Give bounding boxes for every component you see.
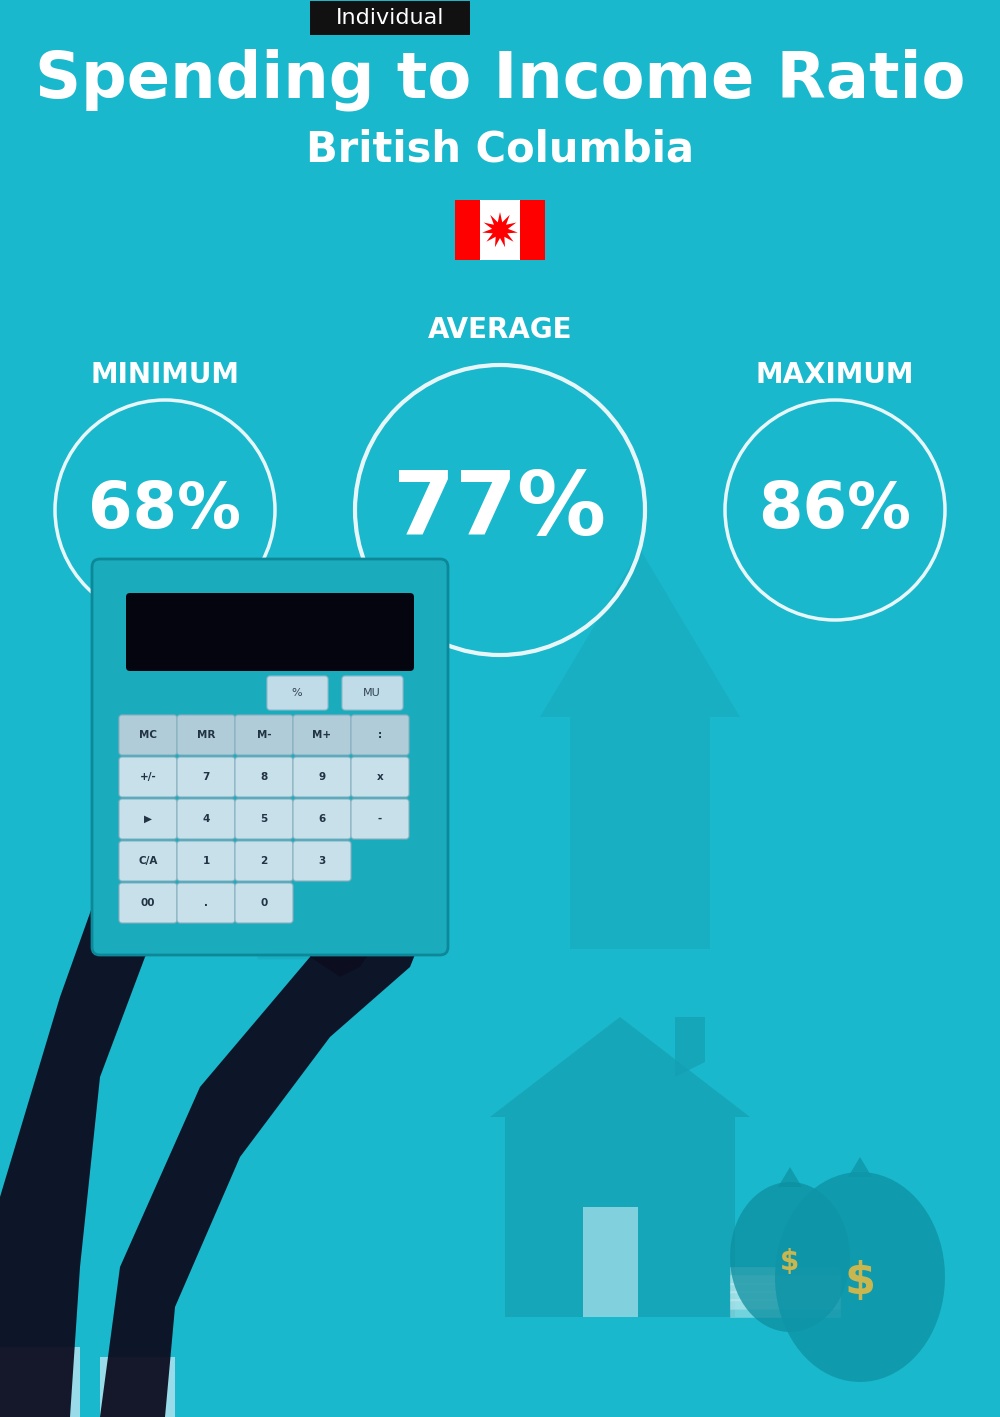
FancyBboxPatch shape <box>267 676 328 710</box>
FancyBboxPatch shape <box>177 799 235 839</box>
FancyBboxPatch shape <box>235 883 293 922</box>
Polygon shape <box>482 213 518 248</box>
Polygon shape <box>310 857 390 976</box>
Text: 00: 00 <box>141 898 155 908</box>
FancyBboxPatch shape <box>293 757 351 796</box>
Text: 77%: 77% <box>393 466 607 554</box>
Text: -: - <box>378 813 382 825</box>
Text: Individual: Individual <box>336 9 444 28</box>
Text: 8: 8 <box>260 772 268 782</box>
Polygon shape <box>0 747 290 1417</box>
Text: Spending to Income Ratio: Spending to Income Ratio <box>35 48 965 112</box>
FancyBboxPatch shape <box>235 842 293 881</box>
Text: M+: M+ <box>312 730 332 740</box>
Text: .: . <box>204 898 208 908</box>
FancyBboxPatch shape <box>119 757 177 796</box>
FancyBboxPatch shape <box>126 592 414 672</box>
FancyBboxPatch shape <box>235 799 293 839</box>
Text: MAXIMUM: MAXIMUM <box>756 361 914 390</box>
Text: M-: M- <box>257 730 271 740</box>
Text: MC: MC <box>139 730 157 740</box>
Text: 9: 9 <box>318 772 326 782</box>
Text: $: $ <box>844 1261 876 1304</box>
Polygon shape <box>675 1017 705 1077</box>
FancyBboxPatch shape <box>293 716 351 755</box>
FancyBboxPatch shape <box>351 799 409 839</box>
Polygon shape <box>100 887 430 1417</box>
FancyBboxPatch shape <box>351 757 409 796</box>
Text: :: : <box>378 730 382 740</box>
FancyBboxPatch shape <box>455 200 545 259</box>
Polygon shape <box>490 1017 750 1117</box>
Polygon shape <box>540 548 740 949</box>
Polygon shape <box>582 1207 638 1316</box>
Polygon shape <box>0 1348 80 1417</box>
FancyBboxPatch shape <box>730 1282 840 1301</box>
Text: 7: 7 <box>202 772 210 782</box>
Text: $: $ <box>780 1248 800 1275</box>
Polygon shape <box>775 1172 945 1382</box>
FancyBboxPatch shape <box>235 716 293 755</box>
Polygon shape <box>100 1357 175 1417</box>
FancyBboxPatch shape <box>177 883 235 922</box>
FancyBboxPatch shape <box>730 1291 840 1309</box>
FancyBboxPatch shape <box>730 1275 840 1292</box>
FancyBboxPatch shape <box>310 1 470 35</box>
Text: x: x <box>377 772 383 782</box>
FancyBboxPatch shape <box>730 1267 840 1285</box>
Text: 6: 6 <box>318 813 326 825</box>
Text: 86%: 86% <box>759 479 912 541</box>
Text: MU: MU <box>363 689 381 699</box>
Polygon shape <box>848 1158 872 1178</box>
FancyBboxPatch shape <box>119 883 177 922</box>
FancyBboxPatch shape <box>520 200 545 259</box>
Text: MINIMUM: MINIMUM <box>90 361 240 390</box>
Text: ▶: ▶ <box>144 813 152 825</box>
Text: British Columbia: British Columbia <box>306 129 694 171</box>
Text: 1: 1 <box>202 856 210 866</box>
FancyBboxPatch shape <box>119 842 177 881</box>
Text: 0: 0 <box>260 898 268 908</box>
FancyBboxPatch shape <box>351 716 409 755</box>
FancyBboxPatch shape <box>293 799 351 839</box>
Text: AVERAGE: AVERAGE <box>428 316 572 344</box>
Text: 4: 4 <box>202 813 210 825</box>
FancyBboxPatch shape <box>293 842 351 881</box>
FancyBboxPatch shape <box>455 200 480 259</box>
Text: 68%: 68% <box>88 479 242 541</box>
Text: 5: 5 <box>260 813 268 825</box>
FancyBboxPatch shape <box>342 676 403 710</box>
Text: C/A: C/A <box>138 856 158 866</box>
Text: 2: 2 <box>260 856 268 866</box>
Text: 3: 3 <box>318 856 326 866</box>
Text: %: % <box>292 689 302 699</box>
Polygon shape <box>505 1117 735 1316</box>
FancyBboxPatch shape <box>177 842 235 881</box>
FancyBboxPatch shape <box>235 757 293 796</box>
Text: MR: MR <box>197 730 215 740</box>
Polygon shape <box>730 1182 850 1332</box>
FancyBboxPatch shape <box>730 1299 840 1316</box>
FancyBboxPatch shape <box>119 799 177 839</box>
Text: +/-: +/- <box>140 772 156 782</box>
FancyBboxPatch shape <box>119 716 177 755</box>
Polygon shape <box>235 679 385 959</box>
FancyBboxPatch shape <box>92 558 448 955</box>
FancyBboxPatch shape <box>177 716 235 755</box>
Polygon shape <box>778 1168 802 1187</box>
FancyBboxPatch shape <box>177 757 235 796</box>
